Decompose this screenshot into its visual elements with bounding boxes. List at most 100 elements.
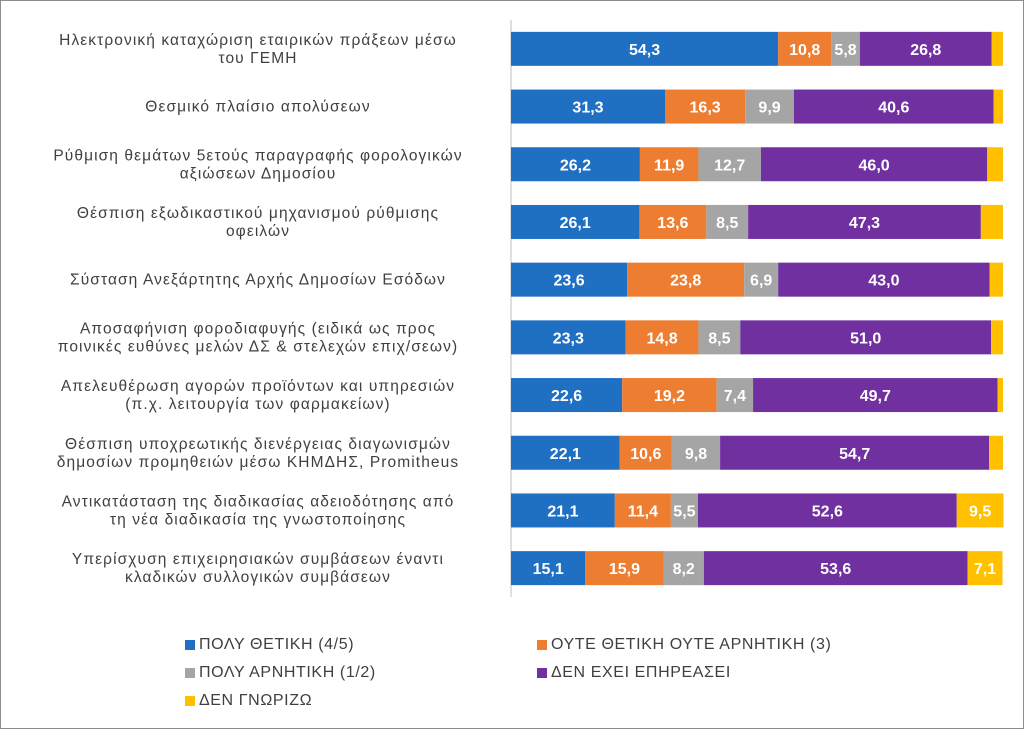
bar-data-label: 5,8 — [834, 42, 856, 59]
bar-data-label: 49,7 — [860, 388, 891, 405]
bar-data-label: 16,3 — [690, 100, 721, 117]
bar-segment — [511, 493, 615, 528]
bar-segment — [778, 262, 990, 297]
bar-segment — [745, 89, 794, 124]
chart-legend: ΠΟΛΥ ΘΕΤΙΚΗ (4/5) ΟΥΤΕ ΘΕΤΙΚΗ ΟΥΤΕ ΑΡΝΗΤ… — [185, 632, 905, 724]
bar-data-label: 12,7 — [714, 157, 745, 174]
category-label: Ηλεκτρονική καταχώριση εταιρικών πράξεων… — [59, 32, 457, 67]
bar-segment — [967, 551, 1003, 586]
legend-swatch-dont-know — [185, 696, 195, 706]
bar-segment — [511, 31, 779, 66]
bar-segment — [744, 262, 779, 297]
bar-segment — [831, 31, 860, 66]
bar-data-label: 22,6 — [551, 388, 582, 405]
bar-data-label: 11,4 — [628, 503, 658, 520]
bar-segment — [991, 31, 1003, 66]
bar-data-label: 9,8 — [685, 446, 707, 463]
bar-segment — [993, 89, 1003, 124]
category-label: Θεσμικό πλαίσιο απολύσεων — [145, 99, 370, 116]
bar-segment — [511, 378, 623, 413]
bar-segment — [511, 147, 640, 182]
bar-data-label: 47,3 — [849, 215, 880, 232]
bar-data-label: 8,5 — [716, 215, 738, 232]
legend-swatch-neutral — [537, 640, 547, 650]
bar-segment — [753, 378, 998, 413]
legend-item-dont-know: ΔΕΝ ΓΝΩΡΙΖΩ — [185, 692, 312, 710]
bar-data-label: 43,0 — [868, 273, 899, 290]
bar-segment — [980, 204, 1003, 239]
legend-item-no-effect: ΔΕΝ ΕΧΕΙ ΕΠΗΡΕΑΣΕΙ — [537, 664, 731, 682]
bar-data-label: 9,5 — [969, 503, 991, 520]
bar-segment — [697, 493, 957, 528]
category-label: Αντικατάσταση της διαδικασίας αδειοδότησ… — [62, 493, 455, 528]
legend-label-dont-know: ΔΕΝ ΓΝΩΡΙΖΩ — [199, 692, 313, 709]
category-label: Θέσπιση υποχρεωτικής διενέργειας διαγωνι… — [57, 436, 459, 471]
category-label: Θέσπιση εξωδικαστικού μηχανισμού ρύθμιση… — [77, 205, 439, 240]
category-label: Ρύθμιση θεμάτων 5ετούς παραγραφής φορολο… — [53, 147, 462, 182]
bar-data-label: 46,0 — [859, 157, 890, 174]
legend-item-very-negative: ΠΟΛΥ ΑΡΝΗΤΙΚΗ (1/2) — [185, 664, 376, 682]
bar-data-label: 14,8 — [646, 330, 677, 347]
bar-data-label: 23,3 — [553, 330, 584, 347]
bar-data-label: 9,9 — [758, 100, 780, 117]
bar-data-label: 54,3 — [629, 42, 660, 59]
bar-segment — [511, 551, 586, 586]
bar-segment — [625, 320, 699, 355]
category-label: Υπερίσχυση επιχειρησιακών συμβάσεων έναν… — [72, 551, 444, 586]
bar-data-label: 8,2 — [673, 561, 695, 578]
legend-swatch-very-negative — [185, 668, 195, 678]
legend-label-very-negative: ΠΟΛΥ ΑΡΝΗΤΙΚΗ (1/2) — [199, 664, 376, 681]
bar-data-label: 6,9 — [750, 273, 772, 290]
bar-data-label: 21,1 — [547, 503, 578, 520]
legend-swatch-no-effect — [537, 668, 547, 678]
bar-segment — [622, 378, 717, 413]
bar-segment — [991, 320, 1003, 355]
bar-segment — [859, 31, 992, 66]
bar-data-label: 15,1 — [533, 561, 564, 578]
bar-segment — [956, 493, 1004, 528]
bar-segment — [740, 320, 992, 355]
bar-data-label: 26,1 — [560, 215, 591, 232]
bar-segment — [987, 147, 1003, 182]
bar-segment — [639, 147, 699, 182]
bar-data-label: 19,2 — [654, 388, 685, 405]
bar-data-label: 31,3 — [572, 100, 603, 117]
bar-data-label: 53,6 — [820, 561, 851, 578]
bar-segment — [585, 551, 664, 586]
legend-label-neutral: ΟΥΤΕ ΘΕΤΙΚΗ ΟΥΤΕ ΑΡΝΗΤΙΚΗ (3) — [551, 636, 832, 653]
bar-data-label: 26,2 — [560, 157, 591, 174]
bar-segment — [760, 147, 988, 182]
bar-segment — [748, 204, 981, 239]
bar-data-label: 40,6 — [878, 100, 909, 117]
bar-data-label: 7,1 — [974, 561, 996, 578]
bar-segment — [663, 551, 704, 586]
category-label: Απελευθέρωση αγορών προϊόντων και υπηρεσ… — [61, 378, 455, 413]
category-label: Σύσταση Ανεξάρτητης Αρχής Δημοσίων Εσόδω… — [70, 272, 446, 289]
category-label: Αποσαφήνιση φοροδιαφυγής (ειδικά ως προς… — [58, 320, 458, 355]
bar-data-label: 10,6 — [630, 446, 661, 463]
bar-segment — [989, 262, 1003, 297]
bar-segment — [511, 89, 665, 124]
bar-data-label: 11,9 — [654, 157, 684, 174]
bar-data-label: 8,5 — [708, 330, 730, 347]
bar-segment — [670, 493, 698, 528]
legend-label-very-positive: ΠΟΛΥ ΘΕΤΙΚΗ (4/5) — [199, 636, 355, 653]
bar-data-label: 52,6 — [812, 503, 843, 520]
bar-segment — [614, 493, 671, 528]
bar-segment — [511, 262, 628, 297]
bar-segment — [671, 435, 721, 470]
bar-data-label: 15,9 — [609, 561, 640, 578]
bar-segment — [698, 147, 761, 182]
bar-segment — [511, 435, 620, 470]
legend-item-very-positive: ΠΟΛΥ ΘΕΤΙΚΗ (4/5) — [185, 636, 354, 654]
bar-data-label: 13,6 — [657, 215, 688, 232]
bar-segment — [665, 89, 746, 124]
bar-segment — [989, 435, 1003, 470]
bar-data-label: 54,7 — [839, 446, 870, 463]
bar-segment — [627, 262, 745, 297]
bar-segment — [619, 435, 672, 470]
bar-data-label: 5,5 — [673, 503, 695, 520]
bar-data-label: 51,0 — [850, 330, 881, 347]
bar-segment — [639, 204, 707, 239]
